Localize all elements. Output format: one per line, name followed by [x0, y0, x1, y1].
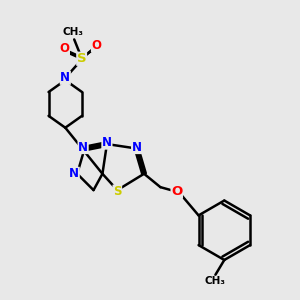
Text: S: S: [77, 52, 86, 65]
Text: N: N: [69, 167, 79, 180]
Text: N: N: [132, 140, 142, 154]
Text: N: N: [102, 136, 112, 149]
Text: CH₃: CH₃: [205, 276, 226, 286]
Text: N: N: [60, 71, 70, 84]
Text: O: O: [171, 185, 182, 198]
Text: CH₃: CH₃: [62, 27, 83, 37]
Text: S: S: [113, 185, 122, 198]
Text: O: O: [92, 39, 101, 52]
Text: O: O: [59, 42, 69, 55]
Text: N: N: [78, 140, 88, 154]
